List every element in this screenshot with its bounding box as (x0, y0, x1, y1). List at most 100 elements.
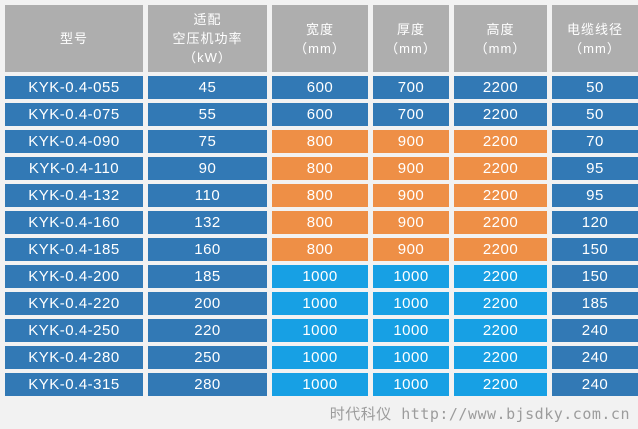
cell-cable: 240 (552, 346, 638, 369)
cell-power: 160 (148, 238, 267, 261)
column-header-line: 空压机功率 (172, 31, 243, 46)
cell-power: 250 (148, 346, 267, 369)
table-row: KYK-0.4-220 200 1000 1000 2200 185 (5, 292, 638, 315)
cell-power: 200 (148, 292, 267, 315)
cell-model: KYK-0.4-280 (5, 346, 143, 369)
column-header-cable: 电缆线径 （mm） (552, 5, 638, 72)
cell-width: 800 (272, 211, 368, 234)
cell-power: 280 (148, 373, 267, 396)
cell-height: 2200 (454, 265, 547, 288)
column-header-model: 型号 (5, 5, 143, 72)
cell-thickness: 700 (373, 103, 449, 126)
cell-width: 1000 (272, 346, 368, 369)
cell-cable: 185 (552, 292, 638, 315)
table-row: KYK-0.4-250 220 1000 1000 2200 240 (5, 319, 638, 342)
column-header-line: （mm） (569, 40, 621, 56)
cell-model: KYK-0.4-160 (5, 211, 143, 234)
cell-cable: 95 (552, 184, 638, 207)
cell-height: 2200 (454, 103, 547, 126)
table-row: KYK-0.4-110 90 800 900 2200 95 (5, 157, 638, 180)
column-header-line: 宽度 (305, 21, 334, 37)
cell-cable: 150 (552, 265, 638, 288)
footer: 时代科仪 http://www.bjsdky.com.cn (5, 400, 638, 426)
cell-thickness: 1000 (373, 292, 449, 315)
cell-power: 132 (148, 211, 267, 234)
cell-height: 2200 (454, 157, 547, 180)
table-row: KYK-0.4-132 110 800 900 2200 95 (5, 184, 638, 207)
cell-width: 1000 (272, 292, 368, 315)
header-row: 型号 适配 空压机功率 （kW） 宽度 （mm） 厚度 （mm） 高度 （mm） 电缆线径 （mm） (5, 5, 638, 72)
table-row: KYK-0.4-090 75 800 900 2200 70 (5, 130, 638, 153)
cell-model: KYK-0.4-315 (5, 373, 143, 396)
cell-height: 2200 (454, 238, 547, 261)
table-row: KYK-0.4-160 132 800 900 2200 120 (5, 211, 638, 234)
cell-width: 800 (272, 238, 368, 261)
cell-power: 75 (148, 130, 267, 153)
cell-cable: 50 (552, 76, 638, 99)
cell-height: 2200 (454, 76, 547, 99)
column-header-line: （mm） (294, 40, 346, 56)
cell-cable: 150 (552, 238, 638, 261)
spec-table: 型号 适配 空压机功率 （kW） 宽度 （mm） 厚度 （mm） 高度 （mm） 电缆线径 （mm） K… (5, 5, 638, 396)
cell-power: 185 (148, 265, 267, 288)
column-header-line: 高度 (486, 21, 515, 37)
column-header-height: 高度 （mm） (454, 5, 547, 72)
cell-thickness: 900 (373, 184, 449, 207)
cell-model: KYK-0.4-075 (5, 103, 143, 126)
cell-thickness: 1000 (373, 319, 449, 342)
cell-width: 800 (272, 157, 368, 180)
table-row: KYK-0.4-055 45 600 700 2200 50 (5, 76, 638, 99)
column-header-power: 适配空压机功率 （kW） (148, 5, 267, 72)
cell-power: 55 (148, 103, 267, 126)
column-header-width: 宽度 （mm） (272, 5, 368, 72)
column-header-line: （mm） (474, 40, 527, 56)
column-header-line: （mm） (385, 40, 437, 56)
cell-width: 600 (272, 76, 368, 99)
cell-thickness: 1000 (373, 346, 449, 369)
table-row: KYK-0.4-315 280 1000 1000 2200 240 (5, 373, 638, 396)
cell-model: KYK-0.4-220 (5, 292, 143, 315)
column-header-line: 适配 (193, 12, 222, 27)
cell-height: 2200 (454, 373, 547, 396)
cell-height: 2200 (454, 319, 547, 342)
cell-cable: 95 (552, 157, 638, 180)
cell-model: KYK-0.4-055 (5, 76, 143, 99)
cell-power: 110 (148, 184, 267, 207)
cell-thickness: 900 (373, 157, 449, 180)
column-header-line: 厚度 (396, 21, 425, 37)
cell-width: 1000 (272, 265, 368, 288)
column-header-line: （kW） (183, 50, 232, 65)
cell-model: KYK-0.4-200 (5, 265, 143, 288)
cell-thickness: 900 (373, 238, 449, 261)
cell-height: 2200 (454, 184, 547, 207)
footer-watermark: 时代科仪 http://www.bjsdky.com.cn (329, 404, 630, 423)
cell-model: KYK-0.4-250 (5, 319, 143, 342)
cell-cable: 120 (552, 211, 638, 234)
table-row: KYK-0.4-075 55 600 700 2200 50 (5, 103, 638, 126)
cell-height: 2200 (454, 211, 547, 234)
cell-power: 220 (148, 319, 267, 342)
cell-height: 2200 (454, 346, 547, 369)
cell-width: 800 (272, 184, 368, 207)
table-row: KYK-0.4-280 250 1000 1000 2200 240 (5, 346, 638, 369)
cell-model: KYK-0.4-110 (5, 157, 143, 180)
table-row: KYK-0.4-185 160 800 900 2200 150 (5, 238, 638, 261)
cell-model: KYK-0.4-090 (5, 130, 143, 153)
cell-cable: 50 (552, 103, 638, 126)
cell-power: 90 (148, 157, 267, 180)
cell-thickness: 900 (373, 130, 449, 153)
cell-model: KYK-0.4-185 (5, 238, 143, 261)
cell-width: 1000 (272, 319, 368, 342)
cell-height: 2200 (454, 130, 547, 153)
cell-thickness: 900 (373, 211, 449, 234)
cell-width: 600 (272, 103, 368, 126)
cell-power: 45 (148, 76, 267, 99)
cell-cable: 70 (552, 130, 638, 153)
cell-thickness: 1000 (373, 373, 449, 396)
cell-width: 800 (272, 130, 368, 153)
cell-model: KYK-0.4-132 (5, 184, 143, 207)
column-header-line: 型号 (59, 31, 88, 46)
cell-cable: 240 (552, 319, 638, 342)
cell-thickness: 700 (373, 76, 449, 99)
